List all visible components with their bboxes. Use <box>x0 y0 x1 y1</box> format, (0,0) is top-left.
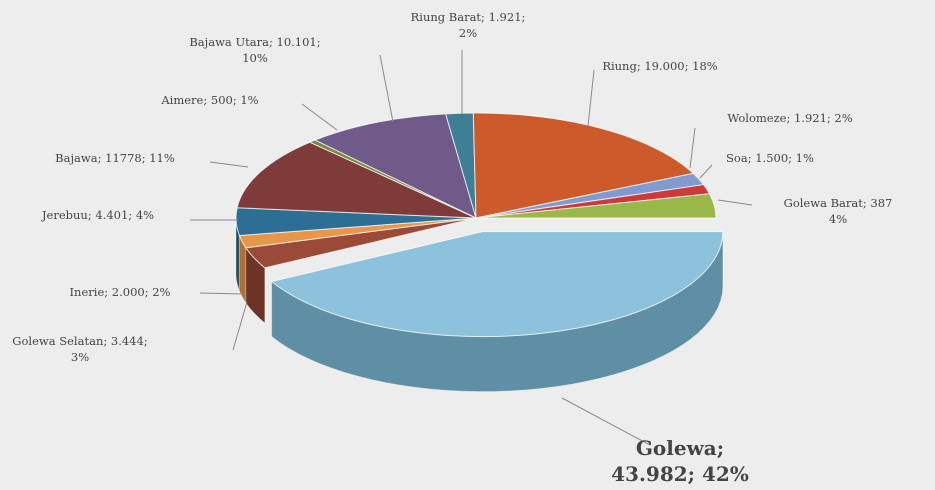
slice-riung <box>472 112 695 219</box>
leader-line <box>199 292 245 295</box>
leader-line <box>717 199 753 206</box>
data-label-jerebuu: Jerebuu; 4.401; 4% <box>41 208 154 222</box>
leader-line <box>379 54 394 123</box>
data-label-soa: Soa; 1.500; 1% <box>726 151 814 165</box>
data-label-bajawa: Bajawa; 11778; 11% <box>55 151 175 165</box>
leader-lines <box>190 50 753 446</box>
data-label-golewa-barat: Golewa Barat; 387 4% <box>784 196 893 226</box>
leader-line <box>232 301 248 351</box>
slice-tops <box>235 112 724 338</box>
slice-golewa-barat <box>475 193 717 219</box>
leader-line <box>699 164 713 179</box>
data-label-riung-barat: Riung Barat; 1.921; 2% <box>411 10 526 40</box>
leader-line <box>561 397 651 446</box>
data-labels: Golewa; 43.982; 42% Golewa Selatan; 3.444;… <box>12 10 892 486</box>
slice-bajawa <box>236 141 477 219</box>
data-label-inerie: Inerie; 2.000; 2% <box>70 285 171 299</box>
leader-line <box>209 161 249 168</box>
data-label-aimere: Aimere; 500; 1% <box>160 93 258 107</box>
leader-line <box>689 127 696 169</box>
data-label-bajawa-utara: Bajawa Utara; 10.101; 10% <box>189 35 320 65</box>
data-label-wolomeze: Wolomeze; 1.921; 2% <box>727 111 852 125</box>
data-label-riung: Riung; 19.000; 18% <box>602 59 717 73</box>
leader-line <box>301 103 338 131</box>
leader-line <box>587 69 595 127</box>
data-label-golewa: Golewa; 43.982; 42% <box>611 436 749 486</box>
slice-golewa <box>270 231 724 338</box>
data-label-golewa-selatan: Golewa Selatan; 3.444; 3% <box>12 334 147 364</box>
slice-bajawa-utara <box>313 113 477 219</box>
